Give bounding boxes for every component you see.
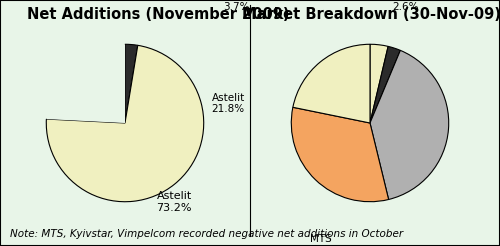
Wedge shape (125, 44, 138, 123)
Text: Astelit
73.2%: Astelit 73.2% (156, 191, 192, 213)
Wedge shape (293, 44, 370, 123)
Text: Note: MTS, Kyivstar, Vimpelcom recorded negative net additions in October: Note: MTS, Kyivstar, Vimpelcom recorded … (10, 229, 403, 239)
Text: Net Additions (November 2009): Net Additions (November 2009) (26, 7, 289, 22)
Text: Astelit
21.8%: Astelit 21.8% (212, 92, 245, 114)
Text: Vimpelcom
3.7%: Vimpelcom 3.7% (207, 0, 266, 12)
Text: MTS
32.0%: MTS 32.0% (304, 234, 338, 246)
Text: Other
2.6%: Other 2.6% (390, 0, 420, 12)
Wedge shape (370, 44, 388, 123)
Wedge shape (370, 46, 400, 123)
Text: Market Breakdown (30-Nov-09): Market Breakdown (30-Nov-09) (242, 7, 500, 22)
Wedge shape (370, 50, 448, 200)
Wedge shape (46, 45, 203, 202)
Wedge shape (46, 44, 125, 123)
Wedge shape (292, 107, 388, 202)
